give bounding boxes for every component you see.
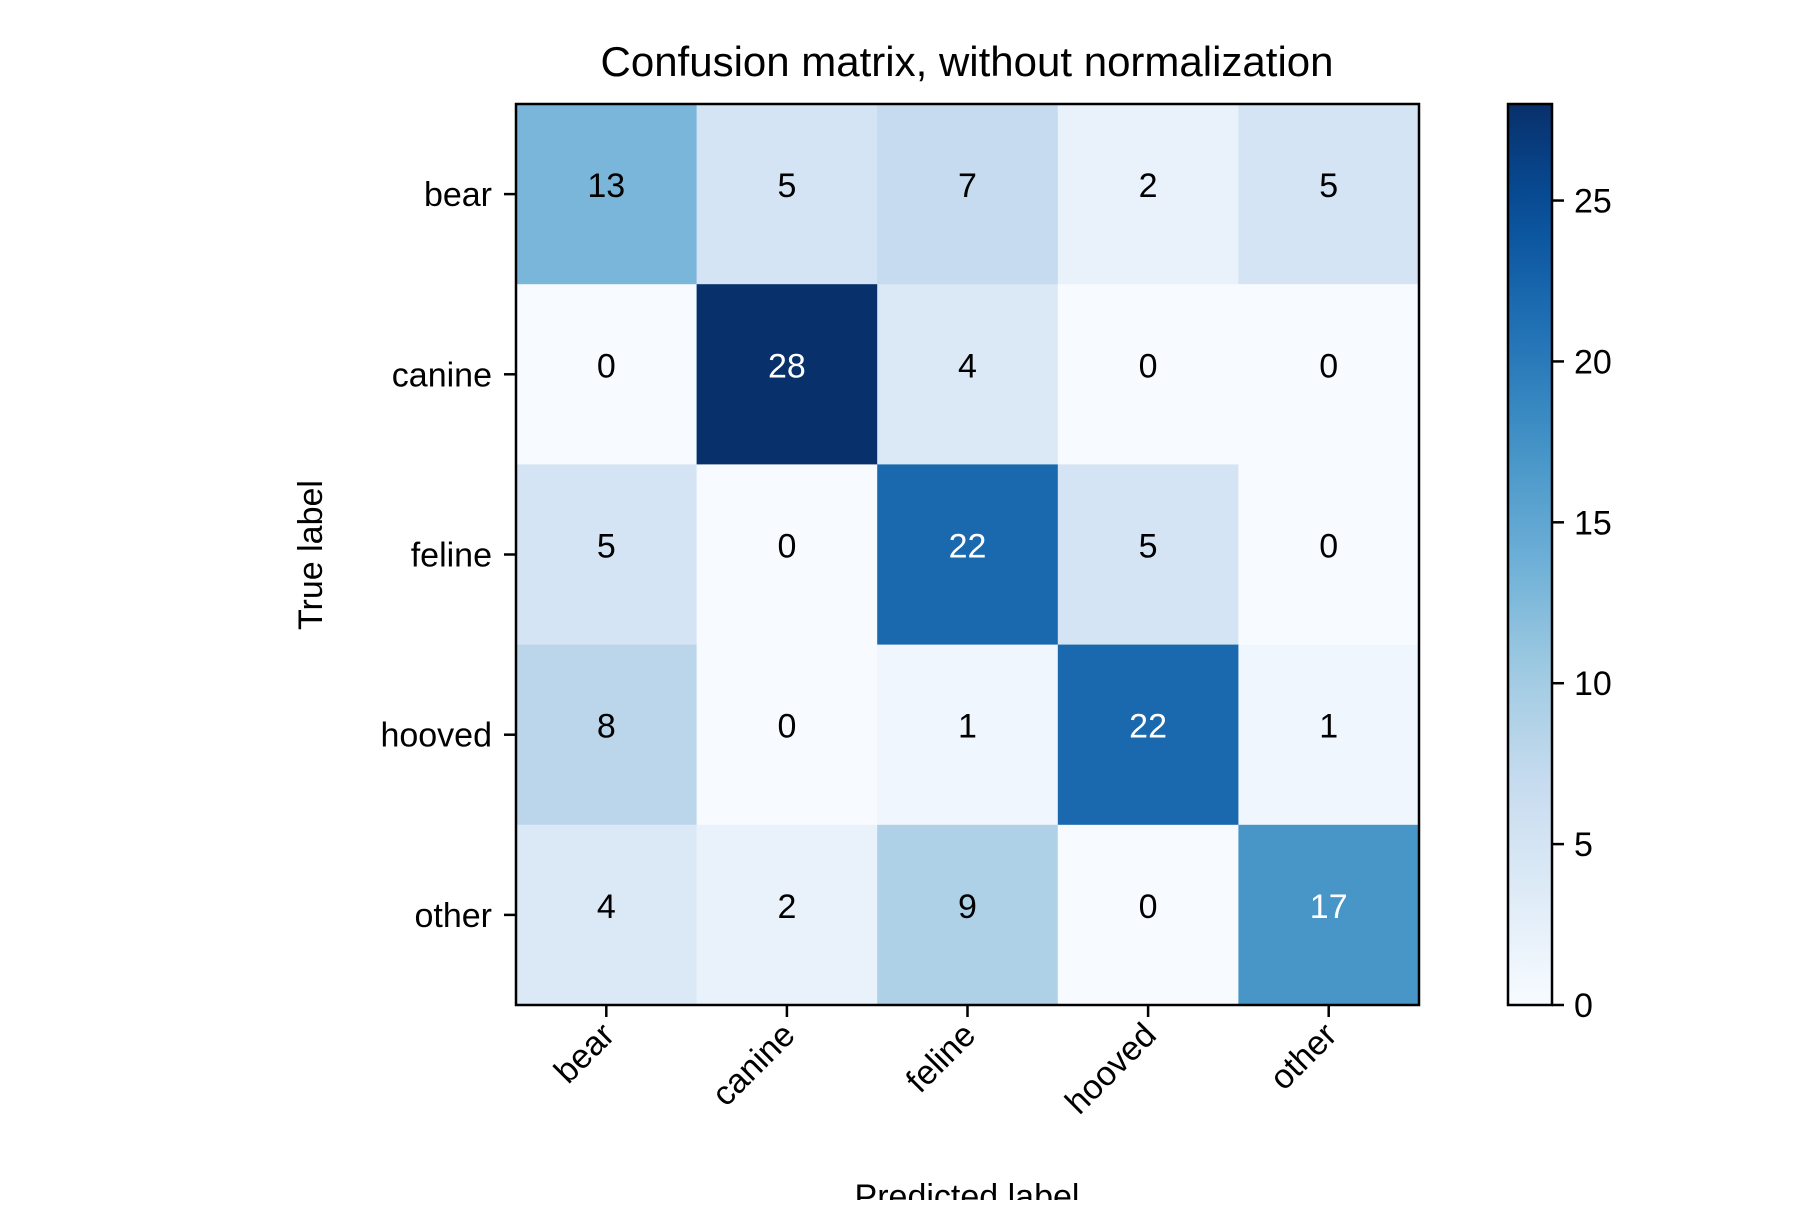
x-tick-label: bear <box>547 1016 622 1091</box>
heatmap-cell <box>1238 464 1420 646</box>
y-axis-ticks: bear canine feline hooved other <box>380 176 516 935</box>
cell-value-label: 5 <box>597 528 616 566</box>
cell-value-label: 5 <box>777 167 796 205</box>
heatmap-cell <box>877 284 1059 465</box>
y-axis-label: True label <box>292 480 330 630</box>
cell-value-label: 7 <box>958 167 977 205</box>
x-tick-label: hooved <box>1058 1016 1164 1122</box>
cell-value-label: 2 <box>777 888 796 926</box>
heatmap-cell <box>516 284 698 465</box>
cell-value-label: 5 <box>1139 528 1158 566</box>
cell-value-label: 0 <box>1319 347 1338 385</box>
cell-value-label: 17 <box>1310 888 1348 926</box>
y-tick-label: feline <box>411 537 492 575</box>
cell-value-label: 4 <box>597 888 616 926</box>
cell-value-label: 0 <box>1139 888 1158 926</box>
heatmap-cell <box>696 644 878 826</box>
colorbar-tick-label: 10 <box>1574 665 1612 703</box>
cell-value-label: 1 <box>958 708 977 746</box>
y-tick-label: canine <box>392 356 492 394</box>
colorbar-tick-label: 0 <box>1574 987 1593 1025</box>
heatmap-cell <box>696 824 878 1006</box>
colorbar-ticks: 0 5 10 15 20 25 <box>1552 183 1612 1025</box>
x-axis-label: Predicted label <box>855 1178 1080 1200</box>
cell-value-label: 22 <box>949 528 987 566</box>
heatmap-cell <box>1057 464 1239 646</box>
heatmap-cell <box>516 104 698 285</box>
heatmap-cell <box>877 644 1059 826</box>
x-tick-label: other <box>1263 1016 1345 1098</box>
heatmap-cells: 13 5 7 2 5 0 28 4 0 0 5 0 22 5 0 8 0 1 22 1 4 2 9 0 17 <box>516 104 1420 1006</box>
cell-value-label: 2 <box>1139 167 1158 205</box>
heatmap-cell <box>1057 824 1239 1006</box>
x-tick-label: feline <box>899 1016 983 1100</box>
heatmap-cell <box>1057 104 1239 285</box>
cell-value-label: 0 <box>597 347 616 385</box>
heatmap-cell <box>877 464 1059 646</box>
heatmap-cell <box>696 464 878 646</box>
cell-value-label: 0 <box>1319 528 1338 566</box>
cell-value-label: 9 <box>958 888 977 926</box>
cell-value-label: 0 <box>777 708 796 746</box>
heatmap-cell <box>1057 644 1239 826</box>
cell-value-label: 13 <box>587 167 625 205</box>
x-axis-ticks: bear canine feline hooved other <box>547 1005 1344 1122</box>
heatmap-cell <box>516 824 698 1006</box>
cell-value-label: 0 <box>777 528 796 566</box>
heatmap-cell <box>516 464 698 646</box>
heatmap-cell <box>877 824 1059 1006</box>
colorbar-tick-label: 25 <box>1574 183 1612 221</box>
y-tick-label: hooved <box>380 717 492 755</box>
cell-value-label: 0 <box>1139 347 1158 385</box>
colorbar-tick-label: 15 <box>1574 504 1612 542</box>
heatmap-cell <box>877 104 1059 285</box>
heatmap-cell <box>1238 644 1420 826</box>
heatmap-cell <box>1238 824 1420 1006</box>
chart-title: Confusion matrix, without normalization <box>601 38 1334 85</box>
colorbar-tick-label: 5 <box>1574 826 1593 864</box>
y-tick-label: bear <box>424 176 492 214</box>
cell-value-label: 4 <box>958 347 977 385</box>
heatmap-cell <box>516 644 698 826</box>
y-tick-label: other <box>415 897 493 935</box>
heatmap-cell <box>696 104 878 285</box>
cell-value-label: 8 <box>597 708 616 746</box>
heatmap-cell <box>1057 284 1239 465</box>
heatmap-cell <box>1238 104 1420 285</box>
cell-value-label: 22 <box>1129 708 1167 746</box>
heatmap-cell <box>696 284 878 465</box>
colorbar-tick-label: 20 <box>1574 343 1612 381</box>
x-tick-label: canine <box>705 1016 803 1114</box>
cell-value-label: 1 <box>1319 708 1338 746</box>
cell-value-label: 5 <box>1319 167 1338 205</box>
colorbar <box>1506 102 1554 1007</box>
cell-value-label: 28 <box>768 347 806 385</box>
heatmap-cell <box>1238 284 1420 465</box>
